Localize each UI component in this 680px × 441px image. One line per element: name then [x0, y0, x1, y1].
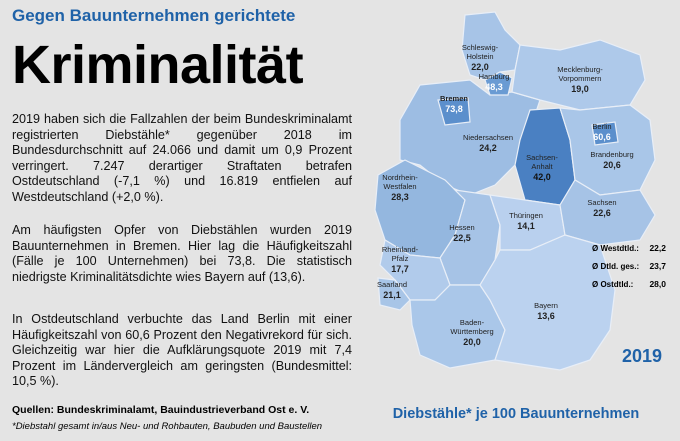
state [437, 97, 471, 126]
state-name: Sachsen- [526, 153, 558, 162]
state-name: Mecklenburg- [557, 65, 603, 74]
state-name: Baden- [460, 318, 485, 327]
footnote: *Diebstahl gesamt in/aus Neu- und Rohbau… [12, 421, 323, 432]
average-label: Ø Westdtld.: [592, 244, 639, 253]
state-name: Vorpommern [559, 74, 602, 83]
average-value: 23,7 [649, 261, 666, 271]
state-name: Berlin [592, 122, 611, 131]
state-value: 22,5 [453, 233, 471, 243]
state [559, 104, 656, 196]
subtitle: Gegen Bauunternehmen gerichtete [12, 6, 296, 25]
state-name: Thüringen [509, 211, 543, 220]
paragraph: In Ostdeutschland verbuchte das Land Ber… [12, 312, 352, 389]
state-value: 22,6 [593, 208, 611, 218]
paragraph: Am häufigsten Opfer von Diebstählen wurd… [12, 223, 352, 284]
state-name: Niedersachsen [463, 133, 513, 142]
state-value: 20,0 [463, 337, 481, 347]
state [511, 39, 646, 111]
state-value: 60,6 [593, 132, 611, 142]
state [591, 121, 619, 146]
average-label: Ø Dtld. ges.: [592, 262, 639, 271]
year: 2019 [622, 346, 662, 366]
average-label: Ø Ostdtld.: [592, 280, 633, 289]
average-value: 22,2 [649, 243, 666, 253]
state-name: Saarland [377, 280, 407, 289]
state-name: Sachsen [587, 198, 616, 207]
state-value: 42,0 [533, 172, 551, 182]
state-value: 22,0 [471, 62, 489, 72]
state [461, 11, 521, 81]
state-name: Bayern [534, 301, 558, 310]
state [484, 71, 513, 96]
sources: Quellen: Bundeskriminalamt, Bauindustrie… [12, 404, 310, 416]
state-value: 48,3 [485, 82, 503, 92]
state-value: 13,6 [537, 311, 555, 321]
state-name: Hamburg [479, 72, 510, 81]
state-name: Schleswig- [462, 43, 499, 52]
state-value: 24,2 [479, 143, 497, 153]
state-name: Rheinland- [382, 245, 419, 254]
state-value: 73,8 [445, 104, 463, 114]
state-name: Brandenburg [590, 150, 633, 159]
state-value: 17,7 [391, 264, 409, 274]
paragraph: 2019 haben sich die Fallzahlen der beim … [12, 112, 352, 204]
title: Kriminalität [12, 35, 304, 95]
state-name: Westfalen [383, 182, 416, 191]
state [377, 277, 411, 311]
state-value: 28,3 [391, 192, 409, 202]
state-value: 20,6 [603, 160, 621, 170]
caption: Diebstähle* je 100 Bauunternehmen [393, 406, 640, 422]
average-value: 28,0 [649, 279, 666, 289]
state-name: Württemberg [450, 327, 493, 336]
state-name: Anhalt [531, 162, 553, 171]
state-value: 21,1 [383, 290, 401, 300]
state-name: Holstein [466, 52, 493, 61]
state-value: 19,0 [571, 84, 589, 94]
state-value: 14,1 [517, 221, 535, 231]
state-name: Hessen [449, 223, 474, 232]
state-name: Pfalz [392, 254, 409, 263]
state [479, 234, 616, 371]
state-name: Nordrhein- [382, 173, 418, 182]
state-name: Bremen [440, 94, 468, 103]
